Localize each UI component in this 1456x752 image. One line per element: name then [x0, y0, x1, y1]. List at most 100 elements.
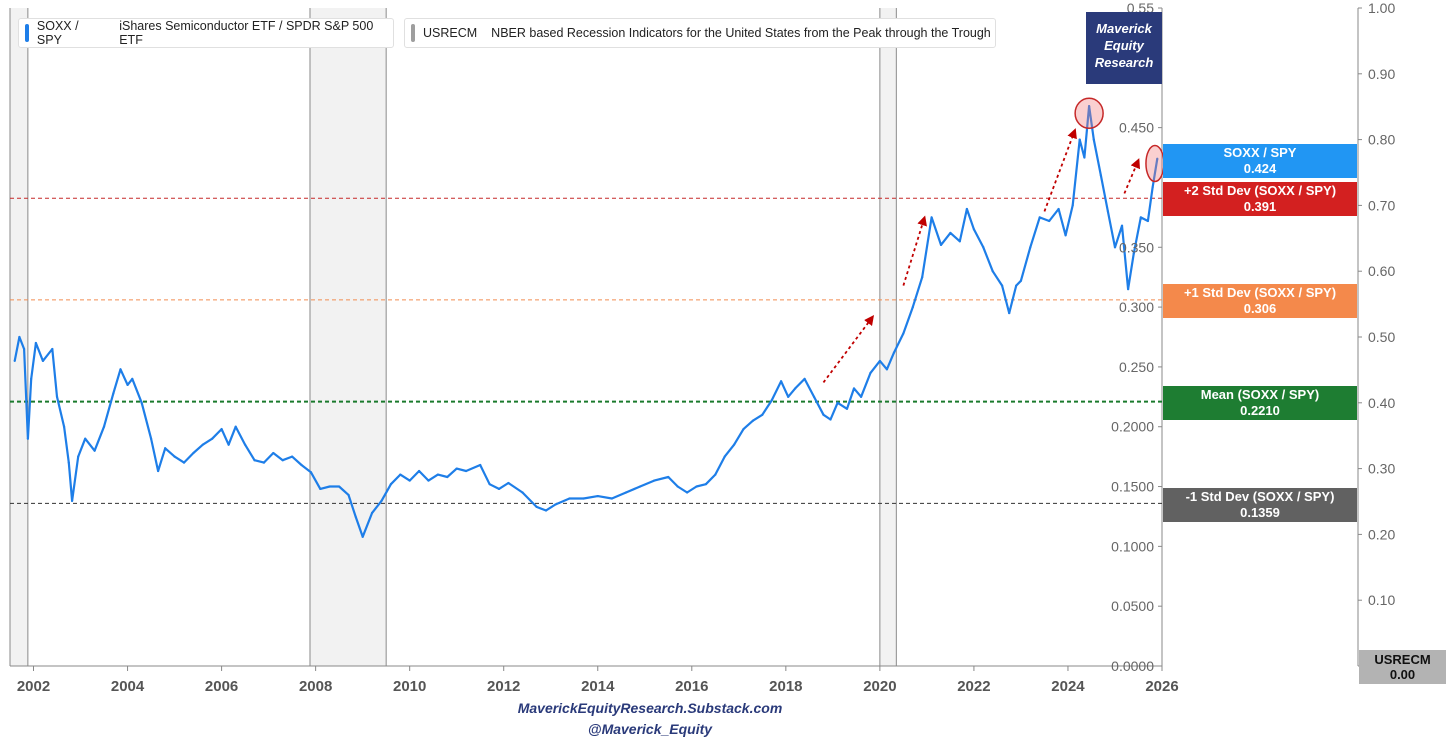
data-point	[685, 491, 689, 494]
x-tick-label: 2014	[581, 678, 615, 695]
data-point	[300, 463, 303, 467]
x-tick-label: 2016	[675, 678, 708, 695]
data-point	[949, 231, 952, 235]
data-point	[1038, 216, 1041, 219]
data-point	[1083, 156, 1086, 159]
data-point	[1106, 210, 1110, 213]
tag-label: Mean (SOXX / SPY)	[1200, 387, 1320, 402]
data-point	[84, 437, 87, 440]
legend-item-soxx-spy[interactable]: SOXX / SPY iShares Semiconductor ETF / S…	[18, 18, 394, 48]
tag-soxx-spy: SOXX / SPY 0.424	[1163, 144, 1357, 178]
data-point	[1151, 186, 1154, 189]
y-left-tick-label: 0.1000	[1111, 538, 1154, 554]
data-point	[1029, 246, 1032, 249]
series-layer	[13, 105, 1159, 538]
x-tick-label: 2022	[957, 678, 990, 695]
y-left-tick-label: 0.250	[1119, 359, 1154, 375]
data-point	[761, 413, 764, 416]
axes	[10, 8, 1359, 667]
y-right-tick-label: 0.10	[1368, 592, 1395, 608]
data-point	[361, 535, 364, 538]
data-point	[521, 491, 524, 494]
data-point	[13, 359, 16, 363]
data-point	[836, 401, 839, 404]
y-right-tick-label: 0.60	[1368, 263, 1395, 279]
data-point	[582, 497, 585, 500]
data-point	[126, 383, 129, 386]
tick-labels: 2002 2004 2006 2008 2010 2012 2014 2016 2018 2020…	[17, 0, 1396, 695]
x-tick-label: 2020	[863, 678, 896, 695]
data-point	[192, 451, 195, 455]
tag-value: 0.306	[1243, 301, 1277, 316]
tag-value: 0.424	[1243, 161, 1277, 176]
data-point	[34, 341, 37, 345]
data-point	[507, 481, 510, 485]
data-point	[859, 395, 863, 398]
data-point	[338, 485, 341, 488]
data-point	[18, 335, 21, 339]
y-left-tick-label: 0.1500	[1111, 479, 1154, 495]
data-point	[803, 377, 806, 380]
data-point	[70, 499, 74, 503]
data-point	[902, 332, 905, 335]
data-point	[972, 228, 976, 231]
data-point	[227, 443, 230, 446]
logo-line: Maverick	[1096, 21, 1152, 36]
data-point	[911, 305, 914, 309]
data-point	[991, 270, 994, 273]
data-point	[347, 493, 350, 497]
tag-label: +1 Std Dev (SOXX / SPY)	[1183, 285, 1337, 300]
recession-bands	[9, 8, 897, 666]
legend-item-usrecm[interactable]: USRECM NBER based Recession Indicators f…	[404, 18, 996, 48]
data-point	[380, 499, 383, 503]
data-point	[370, 511, 374, 514]
legend-swatch-soxx	[25, 24, 29, 42]
data-point	[93, 449, 96, 452]
data-point	[488, 483, 491, 486]
data-point	[610, 497, 613, 500]
x-tick-label: 2008	[299, 678, 332, 695]
y-left-tick-label: 0.2000	[1111, 419, 1154, 435]
data-point	[695, 485, 698, 488]
data-point	[220, 428, 223, 431]
data-point	[1015, 284, 1018, 287]
data-point	[1071, 204, 1074, 207]
data-point	[389, 483, 392, 486]
y-right-tick-label: 0.50	[1368, 329, 1395, 345]
data-point	[1132, 252, 1135, 255]
trend-arrow	[1043, 128, 1077, 212]
data-point	[596, 495, 599, 498]
data-point	[667, 475, 670, 479]
data-point	[201, 443, 204, 446]
data-point	[723, 455, 726, 458]
data-point	[1092, 138, 1095, 141]
y-right-tick-label: 0.40	[1368, 395, 1395, 411]
data-point	[869, 371, 872, 374]
tag-value: 0.2210	[1240, 403, 1280, 418]
data-point	[446, 475, 449, 479]
tag-label: USRECM	[1374, 652, 1431, 667]
data-point	[1139, 216, 1142, 219]
legend-symbol: USRECM	[423, 26, 478, 40]
tag-minus-1-std: -1 Std Dev (SOXX / SPY) 0.1359	[1163, 488, 1357, 522]
data-point	[930, 216, 933, 219]
tag-usrecm: USRECM 0.00	[1359, 650, 1446, 684]
data-point	[1057, 207, 1060, 211]
data-point	[1146, 219, 1149, 223]
trend-arrow	[902, 215, 927, 286]
data-point	[55, 395, 59, 398]
logo-line: Research	[1094, 55, 1154, 70]
logo-line: Equity	[1104, 38, 1144, 53]
highlight-circle	[1074, 97, 1104, 130]
data-point	[878, 359, 881, 363]
y-right-tick-label: 0.90	[1368, 66, 1395, 82]
data-point	[939, 243, 943, 246]
data-point	[787, 395, 790, 398]
data-point	[794, 387, 797, 390]
data-point	[102, 425, 106, 428]
data-point	[354, 515, 357, 518]
tag-label: +2 Std Dev (SOXX / SPY)	[1183, 183, 1337, 198]
data-point	[253, 459, 256, 462]
y-left-tick-label: 0.350	[1119, 239, 1154, 255]
